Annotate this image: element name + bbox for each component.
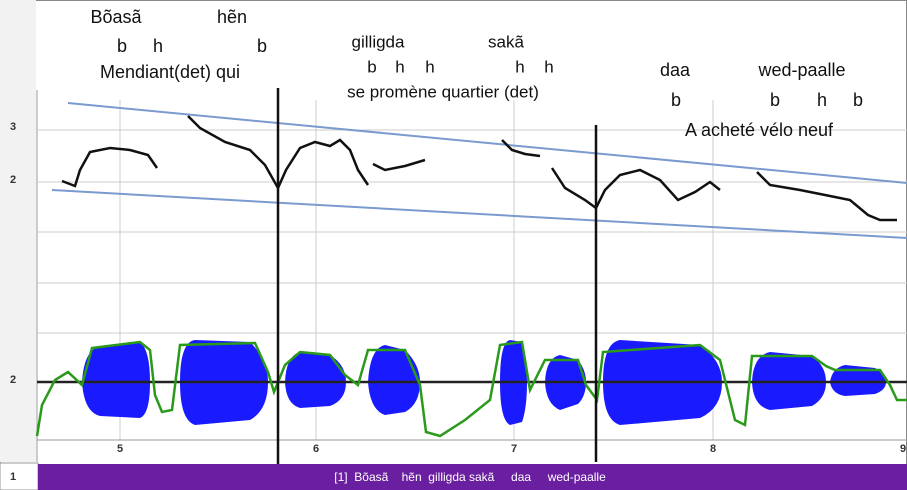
pitch-segment — [372, 158, 426, 172]
tone: h — [153, 36, 163, 56]
wave-segment — [830, 365, 886, 396]
wave-segment — [285, 352, 346, 408]
declination-line — [67, 102, 907, 184]
tier-text: [1] Bõasã hẽn gilligda sakã daa wed-paal… — [334, 470, 606, 484]
word: daa — [660, 60, 691, 80]
y-label: 2 — [10, 174, 16, 186]
word: hẽn — [217, 7, 247, 27]
gloss: A acheté vélo neuf — [685, 120, 834, 140]
tone: h — [395, 57, 404, 76]
tone: b — [671, 90, 681, 110]
grid — [37, 100, 907, 441]
x-label: 8 — [710, 443, 716, 455]
tone: h — [425, 57, 434, 76]
pitch-segment — [550, 167, 721, 210]
word: gilligda — [352, 32, 405, 51]
word: Bõasã — [90, 7, 142, 27]
left-gutter — [0, 0, 36, 462]
pitch-segment — [187, 115, 370, 191]
wave-segment — [82, 342, 150, 418]
x-label: 5 — [117, 443, 123, 455]
x-label: 6 — [313, 443, 319, 455]
x-label: 9 — [900, 443, 906, 455]
tier-number-box — [0, 462, 39, 490]
y-label: 2 — [10, 374, 16, 386]
gloss: Mendiant(det) qui — [100, 62, 240, 82]
gloss: se promène quartier (det) — [347, 82, 539, 101]
tone: b — [117, 36, 127, 56]
word: sakã — [488, 32, 524, 51]
word: wed-paalle — [757, 60, 845, 80]
x-label: 7 — [511, 443, 517, 455]
tone: h — [515, 57, 524, 76]
pitch-segment — [756, 171, 897, 222]
tone: h — [544, 57, 553, 76]
tone: b — [367, 57, 376, 76]
pitch-curve — [61, 115, 897, 222]
tone: h — [817, 90, 827, 110]
tone: b — [257, 36, 267, 56]
tone: b — [853, 90, 863, 110]
declination-line — [51, 189, 907, 239]
pitch-segment — [61, 146, 159, 188]
tier-bar[interactable] — [38, 464, 907, 490]
wave-segment — [368, 345, 420, 415]
tone: b — [770, 90, 780, 110]
tier-number: 1 — [10, 471, 16, 483]
pitch-segment — [501, 139, 541, 158]
y-label: 3 — [10, 121, 16, 133]
intensity-curve — [35, 340, 907, 438]
